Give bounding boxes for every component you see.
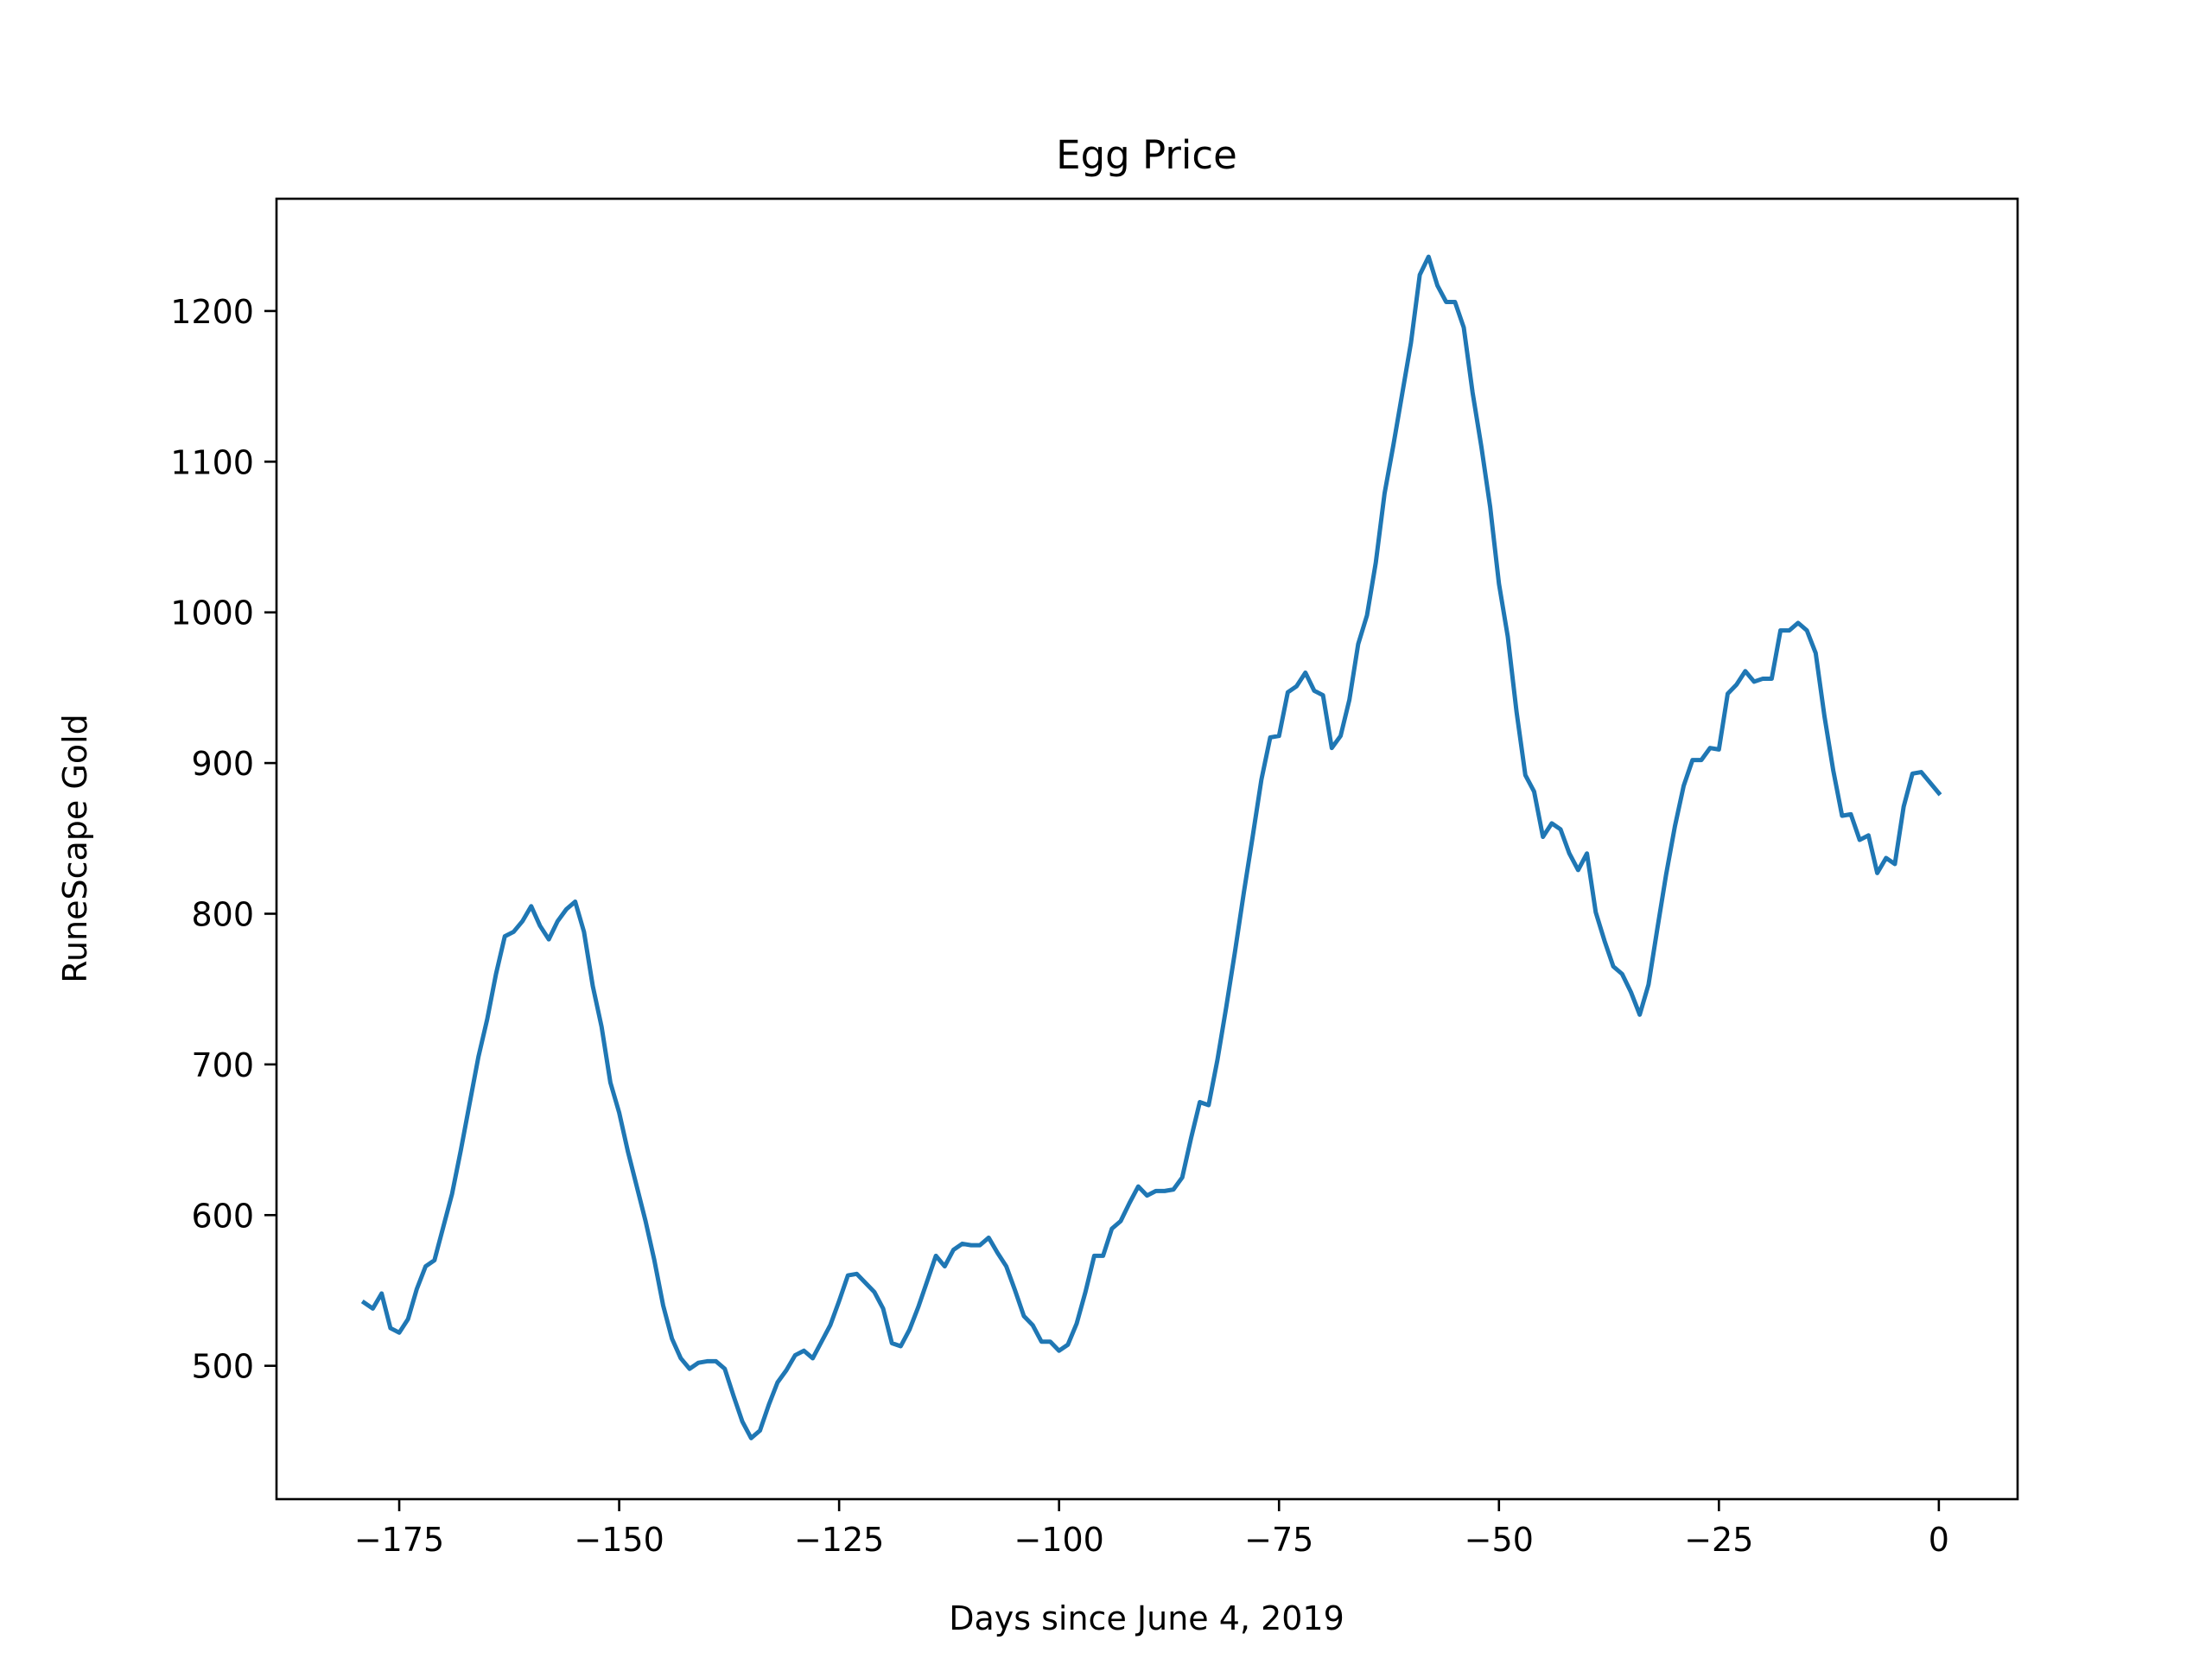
x-tick-label: −150 (574, 1521, 664, 1559)
x-tick-label: −75 (1244, 1521, 1313, 1559)
x-axis-ticks: −175 −150 −125 −100 −75 −50 −25 0 (354, 1499, 1949, 1559)
x-axis-label: Days since June 4, 2019 (949, 1599, 1344, 1637)
y-tick-label: 600 (191, 1197, 254, 1235)
x-tick-label: −50 (1465, 1521, 1534, 1559)
y-tick-label: 500 (191, 1348, 254, 1386)
plot-frame (275, 197, 2019, 1501)
y-tick-label: 900 (191, 745, 254, 783)
x-tick-label: −125 (794, 1521, 884, 1559)
y-axis-ticks: 500 600 700 800 900 1000 1100 1200 (170, 293, 276, 1386)
series-line-0 (360, 254, 1942, 1440)
y-tick-label: 800 (191, 895, 254, 933)
y-tick-label: 1200 (170, 293, 254, 331)
x-tick-label: −175 (354, 1521, 444, 1559)
chart-title: Egg Price (1056, 132, 1237, 178)
y-tick-label: 1100 (170, 443, 254, 481)
y-tick-label: 1000 (170, 594, 254, 632)
series-layer (360, 254, 1942, 1440)
x-tick-label: −100 (1014, 1521, 1103, 1559)
y-tick-label: 700 (191, 1046, 254, 1084)
x-tick-label: 0 (1929, 1521, 1949, 1559)
x-tick-label: −25 (1684, 1521, 1753, 1559)
y-axis-label: RuneScape Gold (56, 714, 94, 983)
